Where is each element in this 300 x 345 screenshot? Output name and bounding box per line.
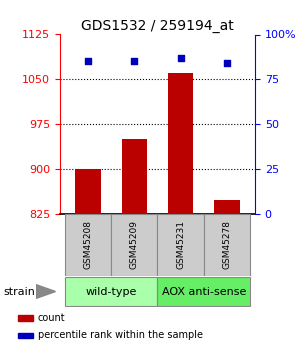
Point — [132, 59, 137, 64]
Title: GDS1532 / 259194_at: GDS1532 / 259194_at — [81, 19, 234, 33]
Polygon shape — [36, 285, 56, 298]
Text: percentile rank within the sample: percentile rank within the sample — [38, 331, 203, 340]
Bar — [158, 214, 204, 276]
Bar — [168, 73, 194, 214]
Bar — [158, 277, 250, 306]
Text: AOX anti-sense: AOX anti-sense — [162, 287, 246, 296]
Bar — [64, 214, 111, 276]
Bar — [75, 169, 100, 214]
Bar — [122, 139, 147, 214]
Text: GSM45278: GSM45278 — [223, 220, 232, 269]
Text: count: count — [38, 313, 66, 323]
Point — [178, 55, 183, 61]
Text: GSM45209: GSM45209 — [130, 220, 139, 269]
Text: GSM45208: GSM45208 — [83, 220, 92, 269]
Bar — [214, 200, 240, 214]
Text: strain: strain — [3, 287, 35, 296]
Text: GSM45231: GSM45231 — [176, 220, 185, 269]
Bar — [18, 333, 32, 338]
Bar — [64, 277, 158, 306]
Text: wild-type: wild-type — [85, 287, 137, 296]
Bar — [18, 315, 32, 321]
Bar — [204, 214, 250, 276]
Point — [85, 59, 90, 64]
Point — [225, 60, 230, 66]
Bar — [111, 214, 158, 276]
